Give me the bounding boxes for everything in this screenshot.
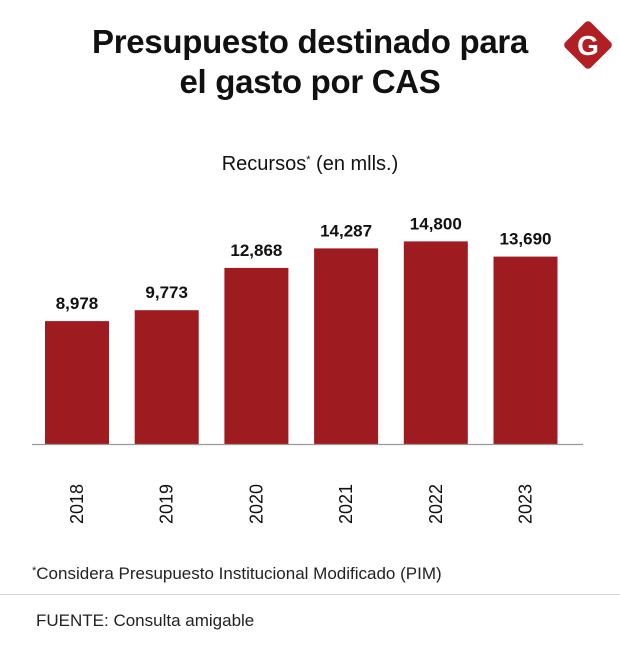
brand-logo: G — [564, 21, 612, 69]
bar-2021 — [314, 248, 379, 444]
bar-2023 — [493, 256, 558, 444]
footnote-asterisk: * — [32, 565, 37, 577]
subtitle-unit: (en mlls.) — [310, 153, 399, 175]
subtitle-text: Recursos — [221, 153, 307, 175]
title-line-1: Presupuesto destinado para — [92, 23, 528, 60]
bar-2019 — [134, 310, 199, 444]
g-logo-icon — [564, 21, 612, 69]
subtitle-asterisk: * — [306, 154, 311, 166]
bar-chart: 8,978 2018 9,773 2019 12,868 2020 14,287 2021 14… — [32, 214, 583, 524]
title-line-2: el gasto por CAS — [179, 63, 441, 100]
value-label-2018: 8,978 — [56, 294, 99, 313]
value-label-2023: 13,690 — [500, 230, 552, 249]
x-tick-label-2019: 2019 — [157, 484, 177, 524]
x-tick-label-2021: 2021 — [336, 484, 356, 524]
chart-subtitle: Recursos* (en mlls.) — [0, 148, 620, 176]
bar-2018 — [45, 321, 109, 444]
source-line: FUENTE: Consulta amigable — [36, 611, 255, 630]
x-tick-label-2020: 2020 — [246, 484, 266, 524]
value-label-2019: 9,773 — [145, 283, 188, 302]
logo-letter: G — [577, 30, 599, 61]
footer-divider — [0, 594, 620, 595]
x-tick-label-2022: 2022 — [426, 484, 446, 524]
chart-title: Presupuesto destinado para el gasto por … — [60, 22, 560, 102]
bar-2022 — [403, 241, 468, 444]
value-label-2020: 12,868 — [230, 241, 282, 260]
footnote: *Considera Presupuesto Institucional Mod… — [32, 560, 442, 585]
value-label-2021: 14,287 — [320, 221, 372, 240]
x-tick-label-2018: 2018 — [67, 484, 87, 524]
bar-2020 — [224, 267, 289, 444]
x-tick-label-2023: 2023 — [516, 484, 536, 524]
value-label-2022: 14,800 — [410, 214, 462, 233]
footnote-text: Considera Presupuesto Institucional Modi… — [36, 564, 442, 583]
